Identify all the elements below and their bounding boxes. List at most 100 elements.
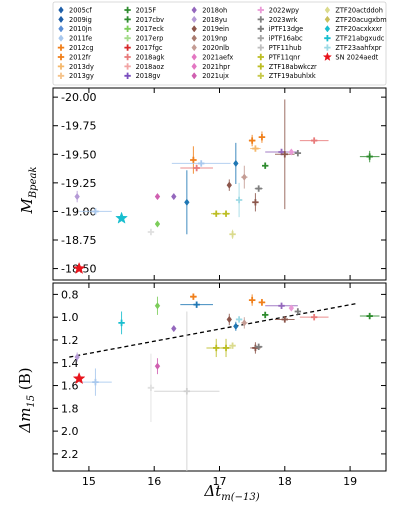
marker-top-11 <box>198 160 205 167</box>
y-tick-label-bottom-6: 2.0 <box>61 425 79 438</box>
legend-label-2018agk: 2018agk <box>136 53 165 61</box>
point-top-29 <box>299 137 329 144</box>
legend-label-ptf11hub: PTF11hub <box>269 44 302 52</box>
legend-marker-2018gv <box>124 72 131 79</box>
legend-entry-iptf16abc: iPTF16abc <box>257 35 303 43</box>
legend-marker-2010jn <box>58 25 64 33</box>
x-tick-label-17: 17 <box>213 475 227 488</box>
point-top-6 <box>154 192 161 201</box>
x-tick-label-16: 16 <box>147 475 161 488</box>
legend-marker-2009ig <box>58 15 64 24</box>
marker-bottom-24 <box>281 316 288 323</box>
marker-bottom-13 <box>226 315 233 324</box>
legend-marker-2018agk <box>124 53 131 61</box>
panel-top-magnitude: -20.00-19.75-19.50-19.25-19.00-18.75-18.… <box>52 87 387 281</box>
legend-label-2021ujx: 2021ujx <box>202 72 229 80</box>
point-top-23 <box>258 131 266 143</box>
y-axis-title-top: MBpeak <box>18 166 39 214</box>
x-axis-title: Δtm(−13) <box>203 482 259 503</box>
legend-entry-2017cbv: 2017cbv <box>124 16 164 24</box>
marker-bottom-29 <box>72 371 86 385</box>
legend-label-2019ein: 2019ein <box>202 25 229 33</box>
legend-marker-ztf21abgxudc <box>324 35 331 42</box>
point-top-30 <box>359 150 380 163</box>
marker-top-17 <box>235 196 243 204</box>
marker-bottom-16 <box>235 316 243 323</box>
x-tick-label-18: 18 <box>278 475 292 488</box>
point-bottom-18 <box>248 294 256 306</box>
legend-marker-2021ujx <box>191 72 197 80</box>
legend-marker-2021hpr <box>191 62 197 71</box>
legend-marker-ptf11qnr <box>257 53 264 61</box>
y-tick-label-bottom-4: 1.6 <box>61 380 79 393</box>
legend-marker-ztf20acugxbm <box>324 15 331 24</box>
legend-marker-ptf11hub <box>257 44 264 51</box>
y-tick-label-bottom-5: 1.8 <box>61 402 79 415</box>
point-top-31 <box>72 261 86 275</box>
point-bottom-12 <box>220 338 232 358</box>
point-top-24 <box>262 162 269 169</box>
plot-frame-bottom <box>52 282 387 472</box>
axis-titles: MBpeak Δm15 (B) Δtm(−13) <box>16 166 260 503</box>
marker-bottom-2 <box>92 378 99 386</box>
point-top-2 <box>79 208 112 215</box>
legend-entry-2018oh: 2018oh <box>191 6 227 14</box>
marker-bottom-20 <box>255 343 262 351</box>
legend-entry-2022wpy: 2022wpy <box>257 6 299 14</box>
legend-marker-ztf20acxkxxr <box>324 25 331 33</box>
legend-marker-2011fe <box>58 34 64 42</box>
legend-frame <box>52 1 387 86</box>
legend-entry-2012cg: 2012cg <box>57 44 94 52</box>
point-bottom-8 <box>154 311 220 471</box>
legend-label-2021hpr: 2021hpr <box>202 63 230 71</box>
legend-label-ztf20acugxbm: ZTF20acugxbm <box>335 16 386 24</box>
point-bottom-15 <box>233 321 239 331</box>
legend-entry-ztf18abwkczr: ZTF18abwkczr <box>257 63 317 71</box>
marker-top-7 <box>171 192 177 201</box>
marker-top-8 <box>184 198 190 206</box>
legend-entry-ztf20actddoh: ZTF20actddoh <box>324 6 383 14</box>
legend-marker-2018aoz <box>124 63 131 70</box>
legend-label-2017erp: 2017erp <box>136 35 164 43</box>
legend-entry-2009ig: 2009ig <box>58 15 92 24</box>
legend-label-2013dy: 2013dy <box>69 63 94 71</box>
point-top-21 <box>252 193 259 212</box>
legend-marker-2018oh <box>191 6 197 14</box>
point-top-1 <box>74 190 80 203</box>
legend-entry-ztf19abuhlxk: ZTF19abuhlxk <box>257 72 316 80</box>
point-bottom-27 <box>299 313 329 321</box>
x-title-main: Δt <box>203 482 222 500</box>
marker-bottom-4 <box>147 384 155 392</box>
point-top-10 <box>180 164 213 172</box>
marker-top-31 <box>72 261 86 275</box>
y-tick-label-bottom-7: 2.2 <box>61 448 79 461</box>
point-bottom-9 <box>190 293 197 300</box>
legend-entry-2020nlb: 2020nlb <box>191 43 229 52</box>
legend-label-2018gv: 2018gv <box>136 72 161 80</box>
legend-label-ztf23aahfxpr: ZTF23aahfxpr <box>335 44 381 52</box>
marker-top-21 <box>252 199 259 206</box>
legend-entry-2018agk: 2018agk <box>124 53 165 61</box>
marker-top-29 <box>310 137 318 144</box>
point-bottom-7 <box>171 324 177 333</box>
y-tick-label-bottom-2: 1.2 <box>61 334 79 347</box>
legend-label-2018yu: 2018yu <box>202 16 227 24</box>
legend-entry-2012fr: 2012fr <box>57 53 91 61</box>
marker-top-19 <box>248 137 256 144</box>
legend-marker-2018yu <box>191 15 197 24</box>
marker-bottom-21 <box>258 299 266 306</box>
y-tick-label-top-3: -19.25 <box>61 177 96 190</box>
marker-bottom-27 <box>310 313 318 321</box>
legend-entry-2023wrk: 2023wrk <box>257 16 298 24</box>
legend-marker-2022wpy <box>257 6 264 14</box>
marker-bottom-10 <box>193 301 200 308</box>
legend-marker-2017erp <box>124 35 131 42</box>
legend-entry-2010jn: 2010jn <box>58 25 92 33</box>
marker-top-18 <box>241 173 248 181</box>
legend-label-2022wpy: 2022wpy <box>269 6 299 14</box>
point-bottom-6 <box>154 358 161 375</box>
point-bottom-25 <box>288 304 295 312</box>
y-tick-label-top-4: -19.00 <box>61 205 96 218</box>
legend-label-2013gy: 2013gy <box>69 72 94 80</box>
marker-bottom-11 <box>213 344 220 352</box>
